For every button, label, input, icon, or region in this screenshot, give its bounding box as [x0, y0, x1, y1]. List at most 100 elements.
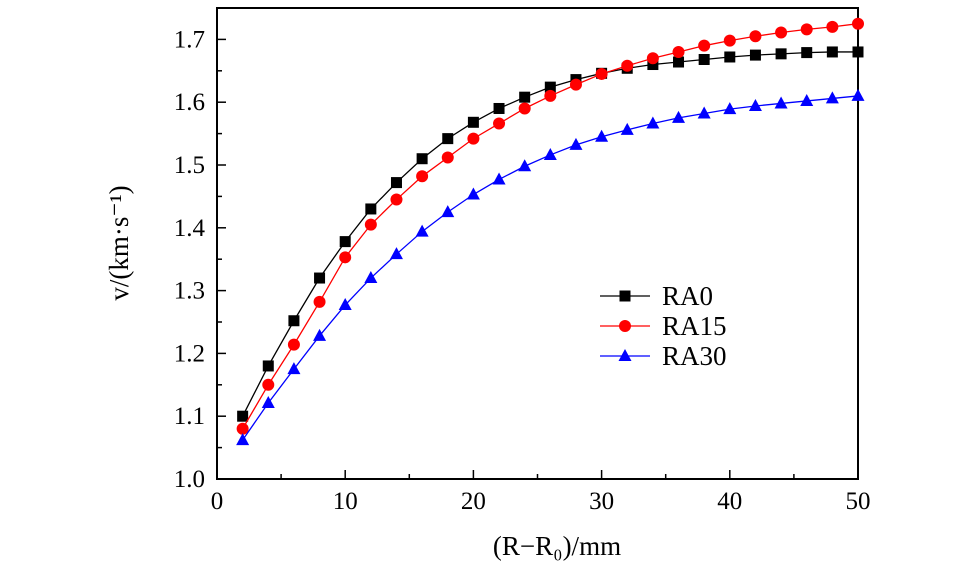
- data-point-ra30: [236, 433, 250, 446]
- data-point-ra30: [723, 102, 737, 115]
- series-line-ra30: [242, 95, 859, 441]
- data-point-ra15: [621, 59, 634, 72]
- data-point-ra30: [466, 187, 480, 200]
- legend-marker-ra0: [619, 290, 631, 302]
- data-point-ra15: [493, 117, 506, 130]
- x-tick-label: 50: [846, 488, 871, 515]
- data-point-ra15: [646, 52, 659, 65]
- data-point-ra15: [390, 193, 403, 206]
- data-point-ra15: [364, 218, 377, 231]
- y-tick-label: 1.0: [174, 466, 205, 493]
- data-point-ra15: [441, 151, 454, 164]
- data-point-ra30: [595, 129, 609, 142]
- data-point-ra15: [595, 67, 608, 80]
- data-point-ra0: [519, 91, 531, 103]
- data-point-ra0: [852, 46, 864, 58]
- data-point-ra0: [237, 410, 249, 422]
- data-point-ra0: [442, 133, 454, 145]
- data-point-ra30: [389, 247, 403, 260]
- y-axis-title: v/(km·s⁻¹): [104, 185, 134, 300]
- series-ra30: [236, 88, 865, 446]
- data-point-ra0: [544, 81, 556, 93]
- data-point-ra30: [697, 106, 711, 119]
- x-tick-label: 10: [333, 488, 358, 515]
- legend-label-ra15: RA15: [662, 311, 727, 341]
- x-tick-label: 40: [717, 488, 742, 515]
- data-point-ra0: [467, 116, 479, 128]
- data-point-ra0: [749, 49, 761, 61]
- x-tick-label: 30: [589, 488, 614, 515]
- data-point-ra15: [775, 26, 788, 39]
- data-point-ra30: [800, 93, 814, 106]
- data-point-ra15: [672, 45, 685, 58]
- series-line-ra0: [242, 51, 858, 417]
- data-point-ra0: [493, 102, 505, 114]
- data-point-ra30: [287, 362, 301, 375]
- y-tick-label: 1.5: [174, 152, 205, 179]
- data-point-ra30: [364, 271, 378, 284]
- x-tick-label: 20: [461, 488, 486, 515]
- data-point-ra30: [338, 298, 352, 311]
- data-point-ra15: [236, 422, 249, 435]
- data-point-ra15: [544, 89, 557, 102]
- legend-label-ra30: RA30: [662, 341, 727, 371]
- data-point-ra0: [339, 236, 351, 248]
- legend-marker-ra30: [618, 349, 632, 361]
- y-tick-label: 1.1: [174, 403, 205, 430]
- data-point-ra30: [313, 328, 327, 341]
- data-point-ra30: [672, 110, 686, 123]
- data-point-ra30: [415, 224, 429, 237]
- data-point-ra0: [288, 315, 300, 327]
- data-point-ra0: [314, 272, 326, 284]
- y-axis-ticks: 1.0 1.1 1.2 1.3 1.4 1.5 1.6 1.7: [174, 26, 226, 493]
- data-point-ra30: [774, 96, 788, 109]
- data-point-ra0: [390, 177, 402, 189]
- data-point-ra15: [569, 78, 582, 91]
- data-point-ra15: [416, 170, 429, 183]
- data-point-ra30: [569, 137, 583, 150]
- x-axis-ticks: 0 10 20 30 40 50: [211, 470, 871, 515]
- x-axis-title: (R−R₀)/mm: [493, 531, 621, 561]
- data-point-ra0: [801, 47, 813, 59]
- data-point-ra15: [749, 30, 762, 43]
- data-point-ra15: [262, 378, 275, 391]
- data-point-ra30: [620, 122, 634, 135]
- data-point-ra30: [441, 205, 455, 218]
- data-point-ra30: [518, 159, 532, 172]
- data-point-ra0: [724, 51, 736, 63]
- legend-marker-ra15: [619, 320, 631, 332]
- series-ra0: [237, 46, 864, 422]
- y-tick-label: 1.7: [174, 26, 205, 53]
- y-tick-label: 1.2: [174, 340, 205, 367]
- data-point-ra15: [313, 295, 326, 308]
- data-point-ra0: [365, 203, 377, 215]
- data-point-ra0: [647, 59, 659, 71]
- data-point-ra15: [698, 39, 711, 52]
- data-point-ra15: [826, 20, 839, 33]
- data-point-ra15: [800, 23, 813, 36]
- data-point-ra30: [543, 147, 557, 160]
- data-point-ra30: [825, 91, 839, 104]
- data-point-ra0: [826, 46, 838, 58]
- data-point-ra0: [775, 48, 787, 60]
- data-point-ra15: [467, 132, 480, 145]
- data-point-ra15: [723, 34, 736, 47]
- data-point-ra0: [262, 360, 274, 372]
- series-layer: [236, 17, 865, 446]
- x-tick-label: 0: [211, 488, 224, 515]
- data-point-ra0: [416, 153, 428, 165]
- data-point-ra0: [698, 53, 710, 65]
- plot-frame: [216, 7, 859, 480]
- data-point-ra0: [673, 56, 685, 68]
- data-point-ra15: [518, 102, 531, 115]
- data-point-ra30: [261, 396, 275, 409]
- data-point-ra15: [339, 251, 352, 264]
- data-point-ra30: [748, 98, 762, 111]
- y-tick-label: 1.6: [174, 89, 205, 116]
- y-tick-label: 1.3: [174, 278, 205, 305]
- y-tick-label: 1.4: [174, 215, 206, 242]
- data-point-ra15: [852, 17, 864, 30]
- series-ra15: [236, 17, 864, 435]
